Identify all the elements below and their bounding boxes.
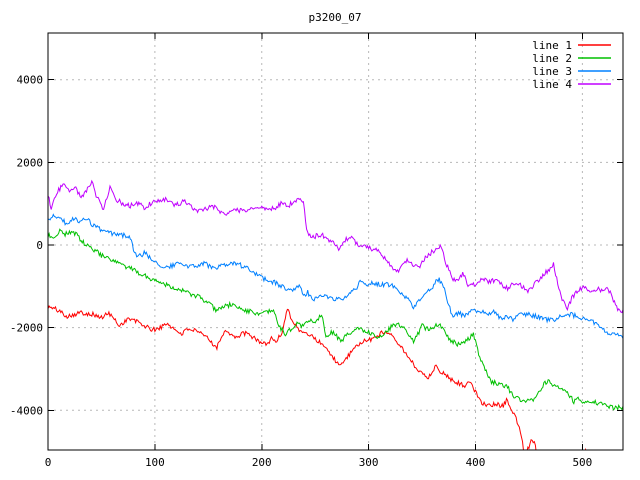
legend-entry-line-2: line 2 (532, 52, 611, 65)
y-tick-label: -4000 (10, 404, 43, 417)
series-line-3 (48, 213, 623, 339)
x-tick-label: 500 (572, 456, 592, 469)
y-tick-label: 4000 (17, 74, 44, 87)
series-line-4 (48, 179, 623, 314)
x-tick-label: 400 (466, 456, 486, 469)
series-line-1 (48, 304, 587, 450)
y-tick-label: 0 (36, 239, 43, 252)
legend-label: line 3 (532, 65, 572, 78)
y-tick-label: -2000 (10, 322, 43, 335)
plot-border (47, 32, 624, 451)
x-tick-label: 100 (145, 456, 165, 469)
grid (48, 33, 623, 450)
series-line-2 (48, 228, 623, 412)
legend-entry-line-4: line 4 (532, 78, 611, 91)
legend-entry-line-1: line 1 (532, 39, 611, 52)
y-tick-label: 2000 (17, 156, 44, 169)
legend-label: line 4 (532, 78, 572, 91)
x-tick-label: 0 (45, 456, 52, 469)
legend-label: line 2 (532, 52, 572, 65)
tick-labels: 0 100 200 300 400 500 -4000 -2000 0 2000 4000 (10, 74, 592, 469)
x-tick-label: 300 (359, 456, 379, 469)
legend-label: line 1 (532, 39, 572, 52)
x-tick-label: 200 (252, 456, 272, 469)
legend-entry-line-3: line 3 (532, 65, 611, 78)
axes (47, 32, 624, 451)
chart-title: p3200_07 (309, 11, 362, 24)
